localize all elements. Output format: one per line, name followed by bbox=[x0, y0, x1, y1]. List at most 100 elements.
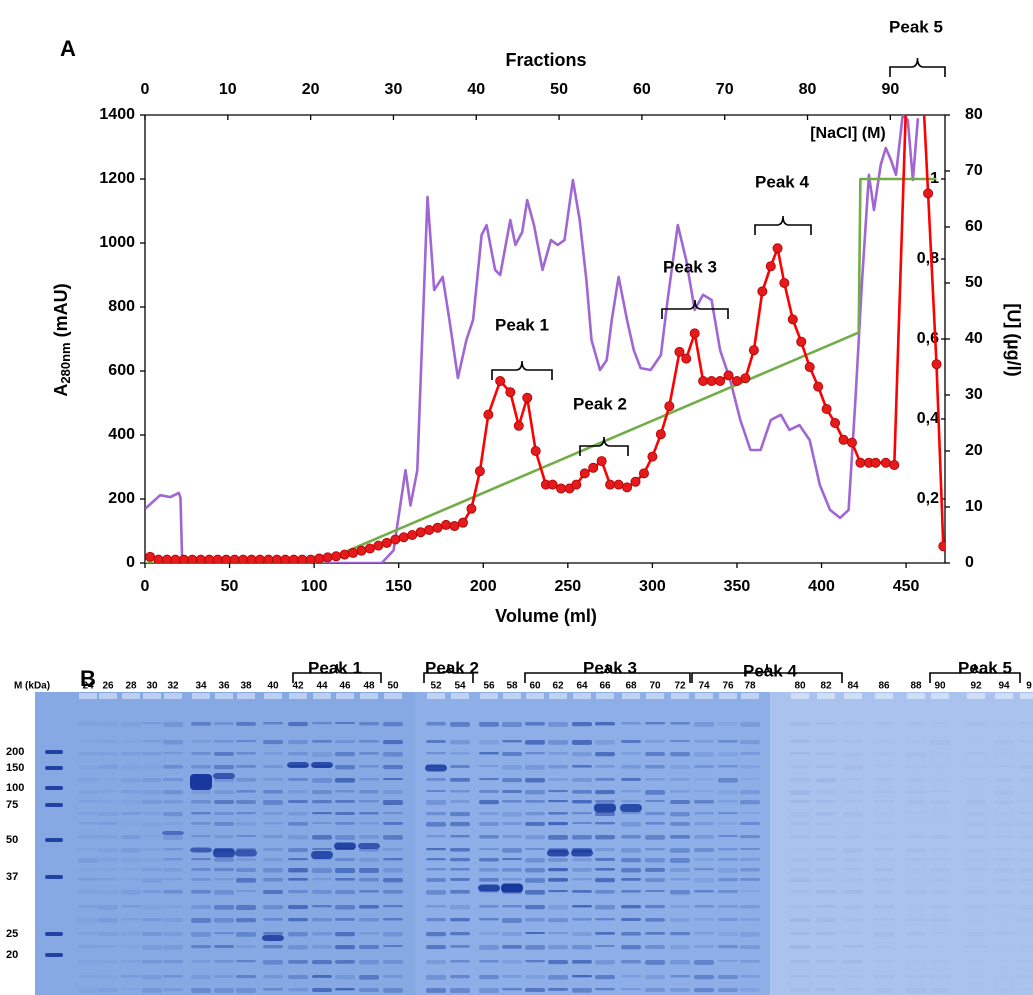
gel-band bbox=[78, 988, 98, 993]
gel-band bbox=[906, 960, 926, 964]
gel-well bbox=[995, 693, 1013, 699]
gel-band bbox=[645, 945, 665, 949]
gel-well bbox=[313, 693, 331, 699]
gel-well bbox=[931, 693, 949, 699]
gel-band bbox=[966, 918, 986, 923]
data-point bbox=[238, 554, 249, 563]
peak-label: Peak 4 bbox=[755, 172, 809, 191]
x2-tick-label: 80 bbox=[799, 81, 817, 98]
gel-band bbox=[1019, 890, 1033, 895]
gel-band bbox=[78, 932, 98, 935]
gel-band bbox=[359, 822, 379, 825]
gel-band bbox=[98, 778, 118, 781]
gel-band bbox=[262, 935, 284, 941]
gel-band bbox=[790, 740, 810, 743]
lane-label: 80 bbox=[794, 681, 806, 692]
gel-band bbox=[121, 868, 141, 871]
gel-band bbox=[525, 890, 545, 895]
gel-band bbox=[312, 918, 332, 922]
gel-band bbox=[383, 890, 403, 894]
gel-band bbox=[670, 988, 690, 992]
gel-band bbox=[525, 868, 545, 873]
gel-band bbox=[98, 790, 118, 793]
gel-band bbox=[966, 835, 986, 838]
gel-band bbox=[790, 722, 810, 726]
gel-band bbox=[121, 988, 141, 991]
gel-band bbox=[214, 752, 234, 756]
gel-band bbox=[98, 848, 118, 853]
gel-band bbox=[263, 878, 283, 882]
gel-band bbox=[288, 778, 308, 781]
gel-band bbox=[191, 975, 211, 980]
gel-band bbox=[930, 975, 950, 979]
gel-band bbox=[78, 822, 98, 825]
gel-band bbox=[213, 773, 235, 779]
peak-label: Peak 3 bbox=[663, 257, 717, 276]
gel-well bbox=[695, 693, 713, 699]
gel-band bbox=[450, 835, 470, 838]
y-tick-label: 1400 bbox=[99, 106, 135, 123]
gel-band bbox=[816, 740, 836, 743]
series-line bbox=[149, 115, 945, 561]
gel-band bbox=[816, 988, 836, 992]
gel-band bbox=[718, 858, 738, 861]
gel-band bbox=[121, 778, 141, 783]
peak-bracket bbox=[754, 215, 812, 235]
gel-band bbox=[572, 812, 592, 815]
gel-well bbox=[549, 693, 567, 699]
data-point bbox=[305, 554, 316, 563]
gel-band bbox=[426, 812, 446, 816]
lane-label: 94 bbox=[998, 681, 1010, 692]
gel-band bbox=[645, 752, 665, 756]
gel-band bbox=[966, 778, 986, 780]
gel-band bbox=[214, 932, 234, 935]
gel-band bbox=[163, 905, 183, 909]
gel-band bbox=[263, 790, 283, 794]
gel-band bbox=[121, 848, 141, 853]
gel-band bbox=[479, 822, 499, 826]
gel-band bbox=[740, 960, 760, 963]
gel-band bbox=[359, 945, 379, 949]
gel-band bbox=[621, 722, 641, 725]
gel-band bbox=[450, 878, 470, 881]
gel-band bbox=[595, 790, 615, 795]
gel-band bbox=[816, 878, 836, 882]
gel-band bbox=[191, 752, 211, 755]
gel-band bbox=[572, 960, 592, 964]
gel-band bbox=[790, 945, 810, 949]
gel-band bbox=[236, 988, 256, 993]
gel-band bbox=[790, 918, 810, 923]
data-point bbox=[765, 261, 776, 272]
gel-band bbox=[874, 932, 894, 937]
gel-band bbox=[425, 764, 447, 772]
gel-band bbox=[236, 812, 256, 815]
gel-band bbox=[930, 868, 950, 872]
data-point bbox=[263, 554, 274, 563]
gel-band bbox=[288, 975, 308, 979]
x-tick-label: 450 bbox=[893, 578, 920, 595]
x-tick-label: 50 bbox=[221, 578, 239, 595]
gel-band bbox=[335, 858, 355, 861]
gel-band bbox=[525, 878, 545, 883]
lane-label: 88 bbox=[910, 681, 922, 692]
gel-band bbox=[1019, 858, 1033, 861]
y2-tick-label: 30 bbox=[965, 386, 983, 403]
gel-band bbox=[142, 722, 162, 725]
gel-band bbox=[966, 848, 986, 853]
data-point bbox=[889, 459, 900, 470]
data-point bbox=[322, 552, 333, 563]
gel-band bbox=[694, 878, 714, 883]
marker-band bbox=[45, 932, 63, 936]
gel-band bbox=[843, 918, 863, 921]
gel-band bbox=[479, 740, 499, 745]
gel-band bbox=[1019, 800, 1033, 802]
gel-band bbox=[906, 812, 926, 814]
lane-label: 28 bbox=[125, 681, 137, 692]
y2-tick-label: 40 bbox=[965, 330, 983, 347]
data-point bbox=[407, 530, 418, 541]
gel-band bbox=[191, 835, 211, 838]
gel-band bbox=[843, 878, 863, 882]
data-point bbox=[571, 479, 582, 490]
x-tick-label: 400 bbox=[808, 578, 835, 595]
